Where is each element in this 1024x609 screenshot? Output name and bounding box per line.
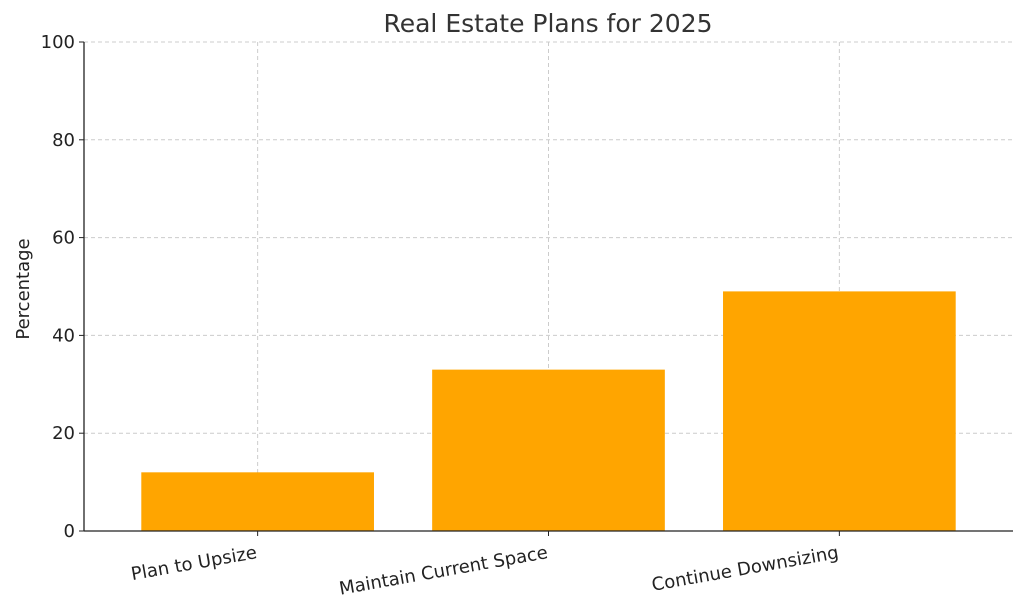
y-tick-label: 20 [52,423,75,444]
bars [141,291,956,531]
x-tick-label: Continue Downsizing [650,542,840,596]
y-ticks: 0 20 40 60 80 100 [41,32,84,542]
y-tick-label: 40 [52,325,75,346]
bar [141,472,374,531]
bar [723,291,956,531]
y-tick-label: 60 [52,228,75,249]
x-tick-label: Maintain Current Space [338,542,550,599]
y-axis-label: Percentage [13,238,34,339]
bar [432,369,665,531]
chart-title: Real Estate Plans for 2025 [383,9,712,38]
x-ticks: Plan to Upsize Maintain Current Space Cont… [129,531,840,600]
x-tick-label: Plan to Upsize [129,542,258,585]
y-tick-label: 100 [41,32,75,53]
y-tick-label: 80 [52,130,75,151]
y-tick-label: 0 [64,521,75,542]
